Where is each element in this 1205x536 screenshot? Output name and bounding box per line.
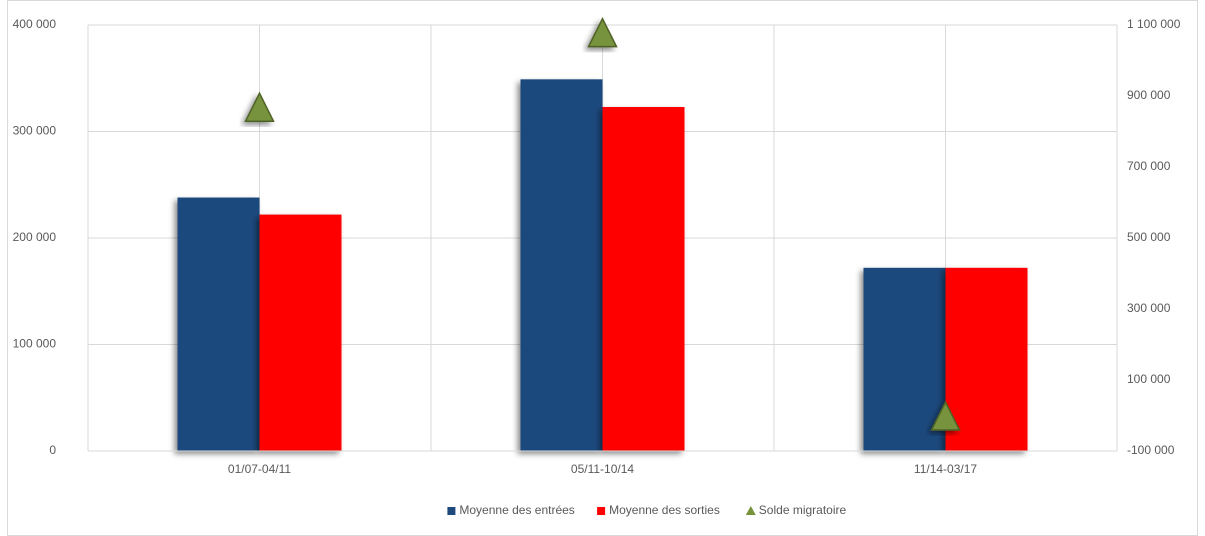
y-tick-label: 0	[49, 443, 56, 457]
y-tick-label: 300 000	[13, 124, 57, 138]
y2-tick-label: 100 000	[1127, 372, 1171, 386]
y2-tick-label: 1 100 000	[1127, 17, 1181, 31]
x-tick-label: 11/14-03/17	[914, 462, 977, 476]
legend-swatch	[745, 506, 756, 515]
y2-tick-label: -100 000	[1127, 443, 1175, 457]
bar	[945, 267, 1028, 451]
legend-swatch	[447, 507, 456, 515]
marker-triangle	[244, 91, 275, 122]
y2-tick-label: 900 000	[1127, 88, 1171, 102]
legend-label: Moyenne des sorties	[609, 503, 720, 517]
legend-swatch	[597, 507, 606, 515]
marker-triangle	[587, 16, 618, 48]
bar	[863, 267, 946, 451]
x-tick-label: 05/11-10/14	[571, 462, 634, 476]
y-tick-label: 400 000	[13, 17, 57, 31]
bar	[602, 107, 685, 451]
y-tick-label: 200 000	[13, 230, 57, 244]
bar	[520, 79, 603, 451]
x-tick-label: 01/07-04/11	[228, 462, 291, 476]
legend-label: Moyenne des entrées	[459, 503, 574, 517]
y2-tick-label: 700 000	[1127, 159, 1171, 173]
y2-tick-label: 500 000	[1127, 230, 1171, 244]
bar	[259, 214, 342, 451]
y-tick-label: 100 000	[13, 337, 57, 351]
marker-triangle	[930, 400, 961, 431]
legend-label: Solde migratoire	[759, 503, 847, 517]
bar	[177, 197, 260, 451]
y2-tick-label: 300 000	[1127, 301, 1171, 315]
